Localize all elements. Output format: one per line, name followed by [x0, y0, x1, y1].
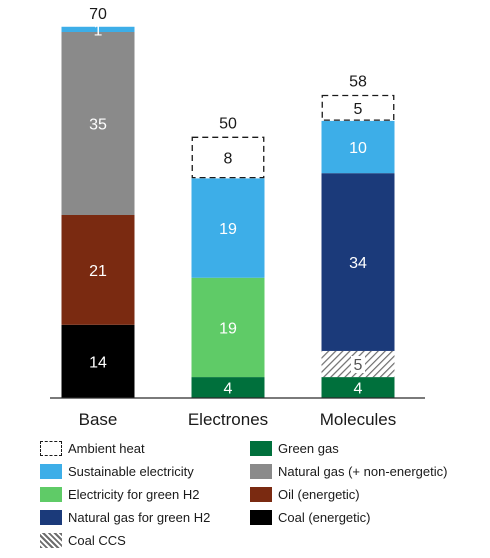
chart-legend: Ambient heat Green gas Sustainable electri… — [40, 437, 480, 552]
legend-swatch-sust_elec — [40, 464, 62, 479]
legend-swatch-green_gas — [250, 441, 272, 456]
category-label-base: Base — [79, 410, 118, 429]
value-label-coal_ccs-molecules: 5 — [354, 357, 363, 374]
category-label-electrones: Electrones — [188, 410, 268, 429]
chart-canvas: 14 21 35 170 Base 4 19 19 8 50 Electrones 4 5 34 10 5 58… — [50, 6, 425, 429]
bar-segment-sust_elec-base — [61, 26, 135, 32]
legend-item-coal: Coal (energetic) — [250, 506, 480, 529]
legend-swatch-elec_green_h2 — [40, 487, 62, 502]
legend-swatch-coal_ccs — [40, 533, 62, 548]
legend-swatch-ambient_heat — [40, 441, 62, 456]
value-label-sust_elec-electrones: 19 — [219, 221, 237, 238]
value-label-bg-coal_ccs-molecules — [351, 356, 365, 374]
legend-label-ambient_heat: Ambient heat — [68, 441, 145, 456]
value-label-coal-base: 14 — [89, 354, 107, 371]
legend-label-elec_green_h2: Electricity for green H2 — [68, 487, 200, 502]
value-label-oil-base: 21 — [89, 263, 107, 280]
total-label-electrones: 50 — [219, 116, 237, 133]
bar-segment-elec_green_h2-electrones — [191, 277, 265, 378]
bar-segment-oil-base — [61, 215, 135, 325]
legend-swatch-coal — [250, 510, 272, 525]
legend-item-oil: Oil (energetic) — [250, 483, 480, 506]
legend-label-coal: Coal (energetic) — [278, 510, 371, 525]
legend-item-elec_green_h2: Electricity for green H2 — [40, 483, 250, 506]
legend-swatch-natural_gas — [250, 464, 272, 479]
legend-swatch-ng_green_h2 — [40, 510, 62, 525]
legend-swatch-oil — [250, 487, 272, 502]
bar-segment-sust_elec-electrones — [191, 178, 265, 278]
value-label-elec_green_h2-electrones: 19 — [219, 320, 237, 337]
legend-label-coal_ccs: Coal CCS — [68, 533, 126, 548]
value-label-ambient_heat-electrones: 8 — [224, 150, 233, 167]
legend-item-sust_elec: Sustainable electricity — [40, 460, 250, 483]
bar-segment-green_gas-electrones — [191, 377, 265, 398]
legend-item-ng_green_h2: Natural gas for green H2 — [40, 506, 250, 529]
legend-item-natural_gas: Natural gas (+ non-energetic) — [250, 460, 480, 483]
value-label-green_gas-electrones: 4 — [224, 381, 233, 398]
legend-label-oil: Oil (energetic) — [278, 487, 360, 502]
legend-label-green_gas: Green gas — [278, 441, 339, 456]
total-label-base: 70 — [89, 6, 107, 23]
value-label-sust_elec-molecules: 10 — [349, 140, 367, 157]
legend-label-ng_green_h2: Natural gas for green H2 — [68, 510, 211, 525]
bar-segment-ambient_heat-molecules — [321, 94, 395, 121]
value-label-sust_elec-base: 1 — [94, 22, 103, 39]
bar-segment-ambient_heat-electrones — [191, 136, 265, 179]
value-label-ng_green_h2-molecules: 34 — [349, 255, 367, 272]
bar-segment-ng_green_h2-molecules — [321, 173, 395, 351]
legend-item-green_gas: Green gas — [250, 437, 480, 460]
legend-label-natural_gas: Natural gas (+ non-energetic) — [278, 464, 448, 479]
legend-label-sust_elec: Sustainable electricity — [68, 464, 194, 479]
bar-segment-coal-base — [61, 324, 135, 398]
bar-segment-sust_elec-molecules — [321, 120, 395, 174]
bar-segment-green_gas-molecules — [321, 377, 395, 398]
legend-item-ambient_heat: Ambient heat — [40, 437, 250, 460]
value-label-ambient_heat-molecules: 5 — [354, 101, 363, 118]
bar-segment-natural_gas-base — [61, 32, 135, 215]
category-label-molecules: Molecules — [320, 410, 397, 429]
value-label-green_gas-molecules: 4 — [354, 381, 363, 398]
total-label-molecules: 58 — [349, 74, 367, 91]
value-label-natural_gas-base: 35 — [89, 117, 107, 134]
legend-item-coal_ccs: Coal CCS — [40, 529, 250, 552]
